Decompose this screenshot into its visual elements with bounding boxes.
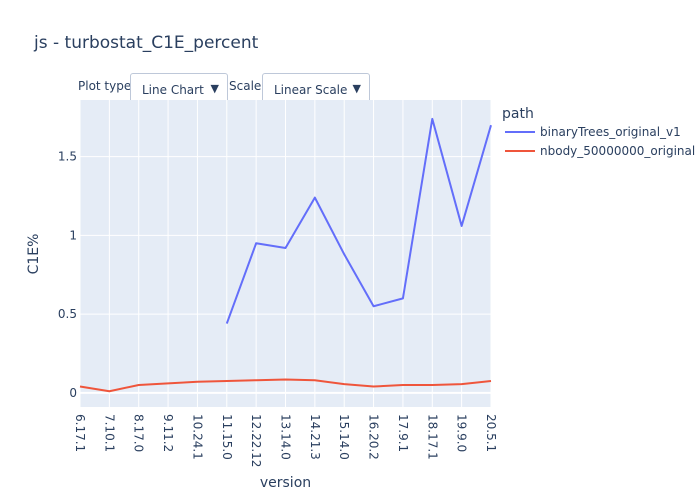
y-axis-label: C1E% xyxy=(26,234,42,275)
y-tick-labels: 0 0.5 1 1.5 xyxy=(58,150,77,400)
y-gridlines xyxy=(80,156,491,394)
legend-label: nbody_50000000_original xyxy=(540,144,695,158)
x-tick-label: 6.17.1 xyxy=(73,414,87,452)
x-tick-label: 16.20.2 xyxy=(367,414,381,460)
x-tick-label: 12.22.12 xyxy=(249,414,263,467)
legend-label: binaryTrees_original_v1 xyxy=(540,125,681,139)
plot-type-value: Line Chart xyxy=(142,83,204,97)
chevron-down-icon: ▼ xyxy=(210,82,219,95)
scale-label: Scale: xyxy=(229,79,266,93)
x-tick-label: 10.24.1 xyxy=(190,414,204,460)
y-tick-label: 1.5 xyxy=(58,150,77,164)
series-line xyxy=(225,117,492,324)
x-gridlines xyxy=(79,100,492,407)
series-layer xyxy=(79,117,492,393)
x-tick-label: 9.11.2 xyxy=(161,414,175,452)
scale-dropdown[interactable]: Linear Scale ▼ xyxy=(262,73,370,105)
plot-area xyxy=(80,100,491,407)
x-tick-label: 17.9.1 xyxy=(396,414,410,452)
x-axis-label: version xyxy=(260,475,311,491)
x-tick-labels: 6.17.1 7.10.1 8.17.0 9.11.2 10.24.1 11.15.0 12… xyxy=(73,414,498,467)
x-tick-label: 18.17.1 xyxy=(425,414,439,460)
x-tick-label: 11.15.0 xyxy=(220,414,234,460)
x-tick-label: 13.14.0 xyxy=(279,414,293,460)
x-tick-label: 20.5.1 xyxy=(484,414,498,452)
y-tick-label: 0.5 xyxy=(58,307,77,321)
x-tick-label: 7.10.1 xyxy=(102,414,116,452)
scale-value: Linear Scale xyxy=(274,83,348,97)
chart-title: js - turbostat_C1E_percent xyxy=(34,33,259,53)
x-tick-label: 14.21.3 xyxy=(308,414,322,460)
x-tick-label: 19.9.0 xyxy=(455,414,469,452)
series-line xyxy=(79,378,492,393)
chevron-down-icon: ▼ xyxy=(352,82,361,95)
legend-title: path xyxy=(502,106,534,122)
x-tick-label: 15.14.0 xyxy=(337,414,351,460)
plot-type-label: Plot type: xyxy=(78,79,136,93)
plot-type-dropdown[interactable]: Line Chart ▼ xyxy=(130,73,228,105)
x-tick-label: 8.17.0 xyxy=(132,414,146,452)
legend-items: binaryTrees_original_v1 nbody_50000000_or… xyxy=(505,125,695,158)
legend: path binaryTrees_original_v1 nbody_500000… xyxy=(502,106,695,158)
y-tick-label: 0 xyxy=(69,386,77,400)
y-tick-label: 1 xyxy=(69,228,77,242)
